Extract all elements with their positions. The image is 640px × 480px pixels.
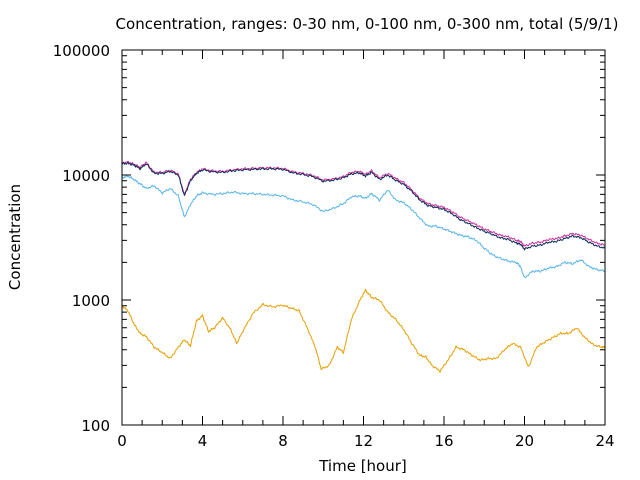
y-tick-label: 10000 <box>62 167 110 185</box>
series-line-2 <box>121 174 606 279</box>
plot-lines <box>121 160 606 373</box>
x-axis-label: Time [hour] <box>318 457 407 475</box>
plot-frame <box>121 49 606 426</box>
x-tick-label: 0 <box>117 432 127 450</box>
x-tick-label: 16 <box>434 432 453 450</box>
x-tick-label: 4 <box>198 432 208 450</box>
y-tick-label: 100000 <box>53 42 110 60</box>
series-line-3 <box>121 160 605 247</box>
x-tick-label: 8 <box>278 432 288 450</box>
series-line-1 <box>121 288 606 373</box>
series-line-4 <box>121 161 606 251</box>
x-tick-label: 20 <box>515 432 534 450</box>
y-axis-tick-labels: 100 1000 10000 100000 <box>53 42 110 435</box>
y-tick-label: 100 <box>81 417 110 435</box>
axis-ticks <box>121 49 606 426</box>
x-tick-label: 24 <box>595 432 614 450</box>
y-tick-label: 1000 <box>72 292 110 310</box>
y-axis-label: Concentration <box>6 184 24 290</box>
x-axis-tick-labels: 0 4 8 12 16 20 24 <box>117 432 614 450</box>
x-tick-label: 12 <box>354 432 373 450</box>
chart-title: Concentration, ranges: 0-30 nm, 0-100 nm… <box>116 15 619 33</box>
